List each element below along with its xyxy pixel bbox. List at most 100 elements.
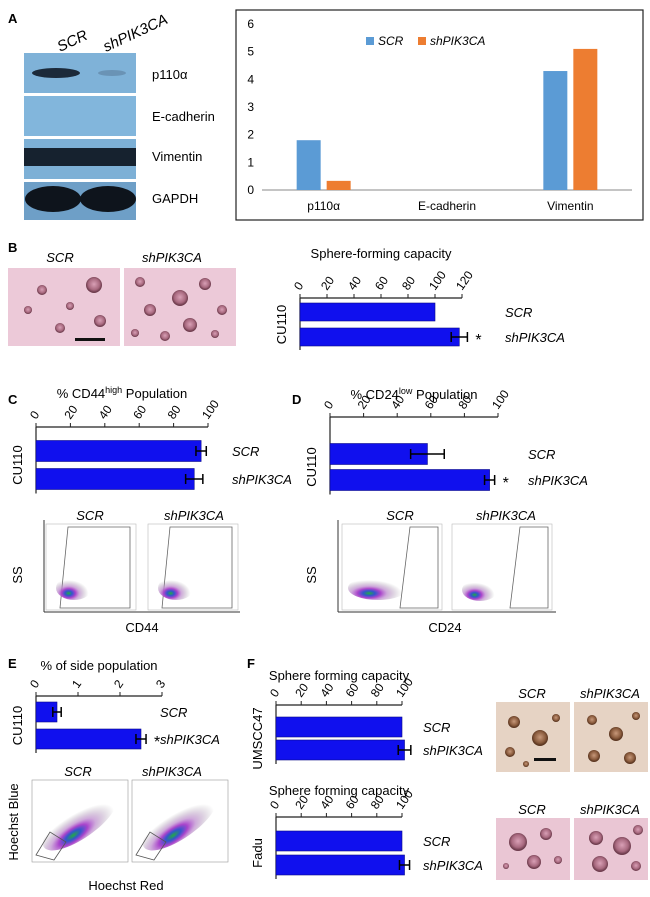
cell-line-label: CU110: [304, 447, 319, 487]
chart-title: % CD24low Population: [351, 386, 478, 402]
bar-scr: [543, 71, 568, 190]
x-tick-label: 0: [321, 398, 336, 412]
flow-e-xlabel: Hoechst Red: [88, 878, 163, 893]
flow-c-label-sh: shPIK3CA: [164, 508, 224, 523]
x-tick-label: 100: [199, 397, 222, 422]
x-tick-label: 0: [27, 677, 42, 691]
y-tick-label: 0: [247, 183, 254, 197]
y-tick-label: 1: [247, 155, 254, 169]
panel-label-f: F: [247, 656, 255, 671]
x-tick-label: 40: [345, 273, 364, 292]
category-label: shPIK3CA: [423, 743, 483, 758]
panel-label-a: A: [8, 11, 18, 26]
image-b-label-scr: SCR: [46, 250, 73, 265]
blot-lane-shpik3ca: shPIK3CA: [101, 11, 171, 56]
image-f1-label-sh: shPIK3CA: [580, 686, 640, 701]
category-label: shPIK3CA: [160, 732, 220, 747]
cell-line-label: CU110: [10, 445, 25, 485]
category-label: SCR: [160, 705, 187, 720]
flow-plots-e: [31, 779, 229, 863]
cell-line-label: UMSCC47: [250, 707, 265, 769]
x-tick-label: 40: [317, 680, 336, 699]
significance-star: *: [154, 734, 160, 751]
x-tick-label: 40: [96, 402, 115, 421]
bar-scr: [296, 140, 321, 190]
sphere-image-f2-sh: [574, 818, 648, 880]
blot-strip-ecad: [24, 96, 136, 136]
x-tick-label: 20: [318, 273, 337, 292]
category-label: SCR: [423, 720, 450, 735]
y-tick-label: 5: [247, 45, 254, 59]
legend-label: shPIK3CA: [430, 34, 485, 48]
x-tick-label: Vimentin: [547, 199, 593, 213]
x-tick-label: 20: [61, 402, 80, 421]
blot-band-gapdh-scr: [25, 186, 81, 212]
x-tick-label: 20: [292, 680, 311, 699]
blot-band-p110-sh: [98, 70, 126, 76]
chart-title: Sphere-forming capacity: [311, 246, 452, 261]
sphere-image-f1-sh: [574, 702, 648, 772]
blot-label-p110: p110α: [152, 67, 188, 82]
x-tick-label: 2: [111, 677, 126, 691]
bar-shpik3ca: [573, 48, 598, 191]
x-tick-label: 100: [426, 268, 449, 293]
blot-label-vimentin: Vimentin: [152, 149, 202, 164]
sphere-image-b-scr: [8, 268, 120, 346]
chart-title: Sphere forming capacity: [269, 668, 410, 683]
flow-plots-d: [337, 520, 556, 613]
category-label: SCR: [232, 444, 259, 459]
chart-c-cd44: % CD44high Population 0 20 40 60 80 100 SCR shPI…: [10, 385, 292, 494]
panel-label-c: C: [8, 392, 18, 407]
category-label: shPIK3CA: [232, 472, 292, 487]
chart-title: % of side population: [40, 658, 157, 673]
image-f2-label-sh: shPIK3CA: [580, 802, 640, 817]
y-tick-label: 3: [247, 100, 254, 114]
blot-band-vimentin: [24, 148, 136, 166]
blot-label-gapdh: GAPDH: [152, 191, 198, 206]
blot-band-gapdh-sh: [80, 186, 136, 212]
x-tick-label: 80: [368, 680, 387, 699]
bar-scr: [275, 716, 403, 738]
blot-lane-scr: SCR: [55, 27, 91, 56]
panel-label-e: E: [8, 656, 17, 671]
category-label: shPIK3CA: [423, 858, 483, 873]
chart-a-band-quantification: 0 1 2 3 4 5 6 p110α E-cadherin Vimentin SCR shPIK3C…: [235, 9, 644, 221]
chart-e-side-population: % of side population 0 1 2 3 SCR* shPIK3CA CU11…: [10, 658, 220, 753]
x-tick-label: 60: [343, 680, 362, 699]
western-blot: [24, 53, 136, 220]
x-tick-label: p110α: [307, 199, 340, 213]
image-b-label-sh: shPIK3CA: [142, 250, 202, 265]
chart-title: % CD44high Population: [57, 385, 188, 401]
x-tick-label: 100: [489, 387, 512, 412]
x-tick-label: 80: [165, 402, 184, 421]
legend-swatch: [418, 37, 426, 45]
bar-shpik3ca: [35, 728, 142, 750]
chart-title-superscript: high: [105, 385, 122, 395]
category-label: shPIK3CA: [505, 330, 565, 345]
flow-c-label-scr: SCR: [76, 508, 103, 523]
bar-shpik3ca: [326, 180, 351, 190]
cell-line-label: CU110: [274, 305, 289, 345]
bar-shpik3ca: [329, 469, 490, 491]
x-tick-label: 3: [153, 677, 168, 691]
x-tick-label: 0: [267, 798, 282, 812]
flow-e-label-sh: shPIK3CA: [142, 764, 202, 779]
category-label: SCR: [528, 447, 555, 462]
y-tick-label: 6: [247, 17, 254, 31]
sphere-image-b-sh: [124, 268, 236, 346]
x-tick-label: 120: [453, 268, 476, 293]
panel-label-d: D: [292, 392, 301, 407]
image-f2-label-scr: SCR: [518, 802, 545, 817]
flow-c-ylabel: SS: [10, 566, 25, 584]
category-label: shPIK3CA: [528, 473, 588, 488]
flow-e-ylabel: Hoechst Blue: [6, 783, 21, 860]
blot-band-p110-scr: [32, 68, 80, 78]
significance-star: *: [503, 475, 509, 492]
chart-title-prefix: % CD44: [57, 386, 105, 401]
flow-c-xlabel: CD44: [125, 620, 158, 635]
x-tick-label: 0: [267, 686, 282, 700]
